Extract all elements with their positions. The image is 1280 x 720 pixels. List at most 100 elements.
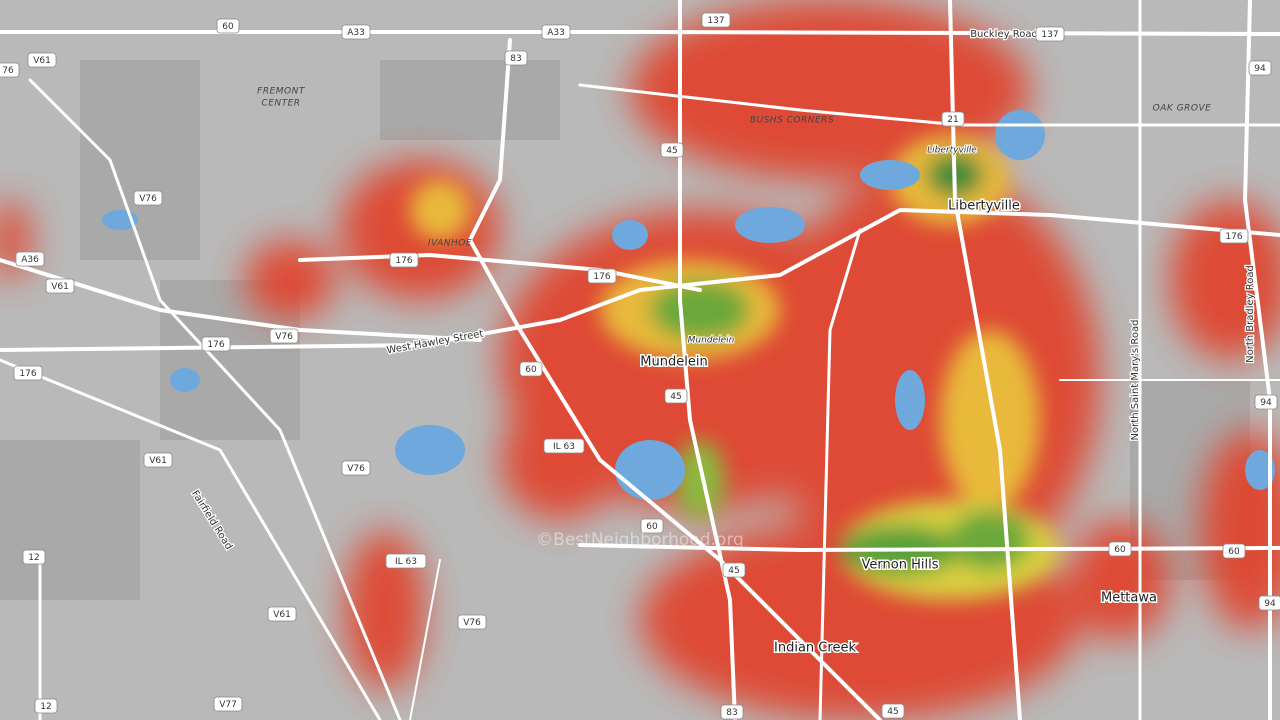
shield-plate bbox=[881, 703, 905, 719]
shield-plate bbox=[133, 190, 163, 206]
shield-plate bbox=[341, 24, 371, 40]
shield-plate bbox=[664, 388, 688, 404]
road-shield: V76 bbox=[457, 614, 487, 630]
road-shield: 45 bbox=[722, 562, 746, 578]
road-shield: 176 bbox=[587, 268, 617, 284]
shield-label: V77 bbox=[219, 700, 237, 710]
shield-plate bbox=[45, 278, 75, 294]
road-shield: 60 bbox=[1108, 541, 1132, 557]
road-shield: 137 bbox=[1035, 26, 1065, 42]
street-label: North Saint Mary's Road bbox=[1130, 320, 1141, 441]
place-label: OAK GROVE bbox=[1153, 104, 1212, 114]
shield-plate bbox=[15, 251, 45, 267]
shield-label: IL 63 bbox=[553, 442, 575, 452]
shield-label: 12 bbox=[40, 702, 51, 712]
road-shield: 60 bbox=[1222, 543, 1246, 559]
place-label: IVANHOE bbox=[428, 239, 472, 249]
shield-plate bbox=[720, 704, 744, 720]
shield-plate bbox=[543, 438, 585, 454]
shield-label: A36 bbox=[21, 255, 39, 265]
street-label: West Hawley Street bbox=[386, 329, 485, 357]
road-shield: 83 bbox=[504, 50, 528, 66]
road-shield: 60 bbox=[216, 18, 240, 34]
road-shield: V76 bbox=[341, 460, 371, 476]
road-shield: 76 bbox=[0, 62, 20, 78]
road-shield: V61 bbox=[143, 452, 173, 468]
shield-label: 137 bbox=[1041, 30, 1058, 40]
town-label: Vernon Hills bbox=[862, 558, 939, 573]
street-label: Fairfield Road bbox=[189, 489, 234, 552]
shield-plate bbox=[640, 518, 664, 534]
shield-label: A33 bbox=[547, 28, 565, 38]
shield-plate bbox=[213, 696, 243, 712]
shield-label: 83 bbox=[726, 708, 737, 718]
road-shield: 45 bbox=[664, 388, 688, 404]
shield-plate bbox=[1222, 543, 1246, 559]
road-shield: A36 bbox=[15, 251, 45, 267]
road-shield: 176 bbox=[201, 336, 231, 352]
town-label: Mettawa bbox=[1101, 591, 1157, 606]
shield-plate bbox=[1219, 228, 1249, 244]
shield-plate bbox=[341, 460, 371, 476]
road-shield: IL 63 bbox=[543, 438, 585, 454]
shield-plate bbox=[13, 365, 43, 381]
road-shield: V61 bbox=[267, 606, 297, 622]
place-label: CENTER bbox=[261, 99, 300, 109]
shield-label: 176 bbox=[395, 256, 412, 266]
place-label: FREMONT bbox=[257, 87, 306, 97]
shield-plate bbox=[660, 142, 684, 158]
shield-label: 176 bbox=[1225, 232, 1242, 242]
shield-plate bbox=[1254, 394, 1278, 410]
shield-label: IL 63 bbox=[395, 557, 417, 567]
place-label: BUSHS CORNERS bbox=[750, 116, 834, 126]
district-label: Libertyville bbox=[927, 146, 977, 156]
district-label: Mundelein bbox=[688, 336, 735, 346]
shield-label: 94 bbox=[1264, 599, 1276, 609]
shield-plate bbox=[143, 452, 173, 468]
shield-label: 45 bbox=[670, 392, 681, 402]
shield-label: 45 bbox=[666, 146, 677, 156]
shield-plate bbox=[1248, 60, 1272, 76]
road-shield: 60 bbox=[519, 361, 543, 377]
shield-label: 137 bbox=[707, 16, 724, 26]
road-shield: V76 bbox=[269, 328, 299, 344]
shield-plate bbox=[587, 268, 617, 284]
road-shield: V61 bbox=[27, 52, 57, 68]
shield-label: A33 bbox=[347, 28, 365, 38]
road-shield: V61 bbox=[45, 278, 75, 294]
shield-label: V76 bbox=[275, 332, 293, 342]
shield-plate bbox=[34, 698, 58, 714]
road-shield: 176 bbox=[389, 252, 419, 268]
shield-plate bbox=[27, 52, 57, 68]
road-shield: 83 bbox=[720, 704, 744, 720]
shield-plate bbox=[722, 562, 746, 578]
road-shield: A33 bbox=[341, 24, 371, 40]
shield-label: 60 bbox=[646, 522, 658, 532]
shield-label: 12 bbox=[28, 553, 39, 563]
shield-label: 176 bbox=[207, 340, 224, 350]
shield-label: 21 bbox=[947, 115, 958, 125]
road-shield: 94 bbox=[1258, 595, 1280, 611]
road-shield: V76 bbox=[133, 190, 163, 206]
shield-plate bbox=[541, 24, 571, 40]
road-shield: 12 bbox=[22, 549, 46, 565]
road-shield: 137 bbox=[701, 12, 731, 28]
road-shield: 12 bbox=[34, 698, 58, 714]
shield-label: V61 bbox=[149, 456, 167, 466]
street-label: Buckley Road bbox=[970, 29, 1038, 40]
town-label: Mundelein bbox=[640, 355, 707, 370]
road-shield: 21 bbox=[941, 111, 965, 127]
road-shield: 60 bbox=[640, 518, 664, 534]
road-shield: IL 63 bbox=[385, 553, 427, 569]
shield-label: 76 bbox=[2, 66, 14, 76]
shield-label: 83 bbox=[510, 54, 521, 64]
shield-label: V76 bbox=[347, 464, 365, 474]
town-label: Libertyville bbox=[948, 199, 1020, 214]
road-shield: 94 bbox=[1248, 60, 1272, 76]
shield-plate bbox=[457, 614, 487, 630]
shield-plate bbox=[267, 606, 297, 622]
shield-label: V76 bbox=[463, 618, 481, 628]
shield-plate bbox=[385, 553, 427, 569]
shield-label: 176 bbox=[19, 369, 36, 379]
